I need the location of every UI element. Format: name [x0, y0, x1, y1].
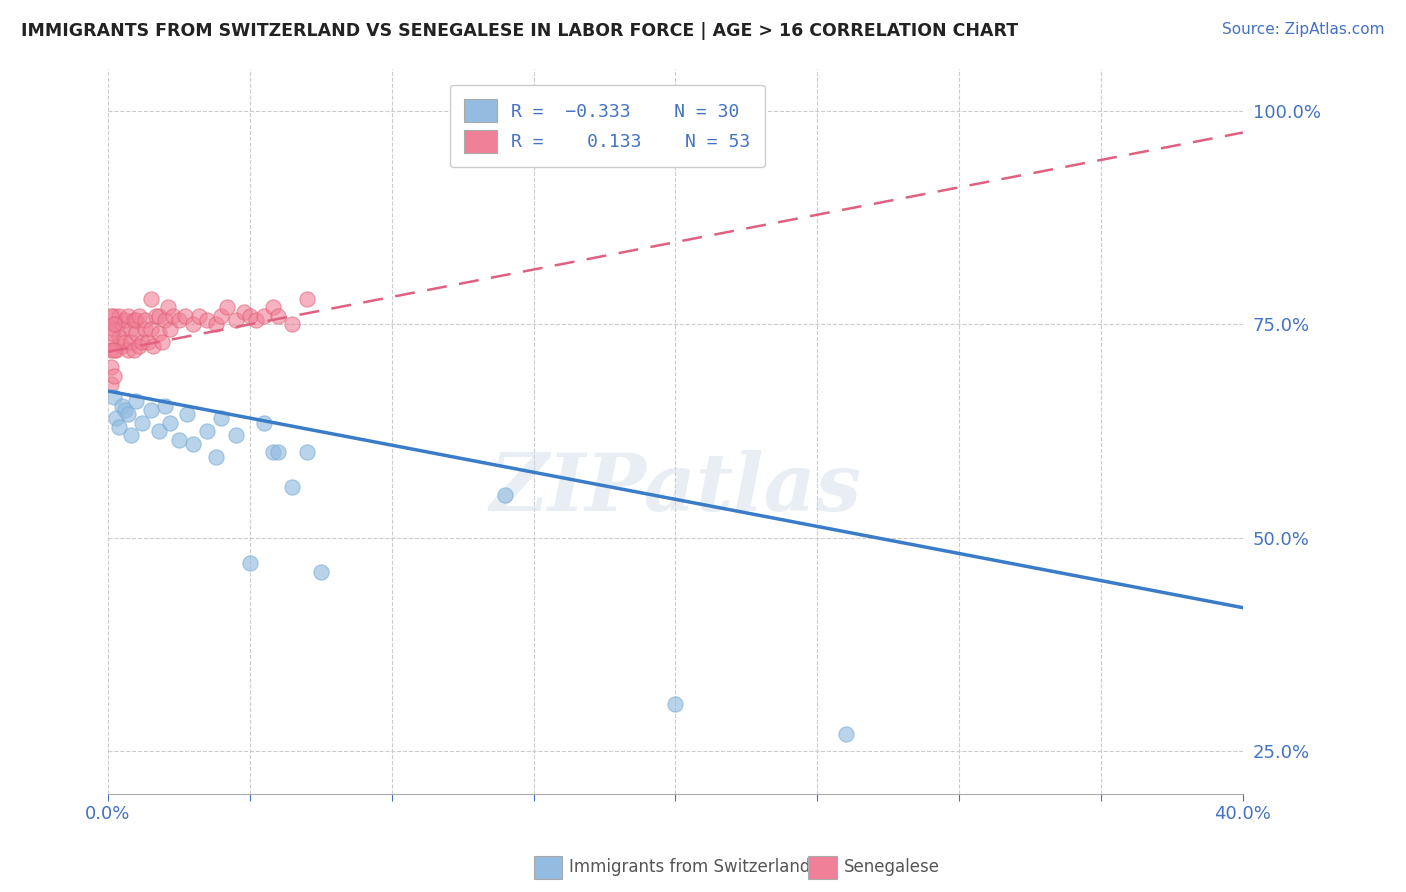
Point [103, 368, 125, 383]
FancyBboxPatch shape [808, 856, 837, 879]
Point [217, 301, 239, 315]
Text: Senegalese: Senegalese [844, 858, 939, 876]
Point [159, 322, 181, 336]
Point [233, 304, 256, 318]
Point [114, 313, 136, 327]
Point [128, 339, 150, 353]
Point [239, 309, 262, 323]
Point [108, 330, 131, 344]
Point [494, 488, 516, 502]
Point [148, 424, 170, 438]
Point [262, 445, 284, 459]
Point [262, 301, 284, 315]
Point [100, 326, 122, 340]
Point [267, 309, 290, 323]
Point [134, 322, 156, 336]
Point [120, 322, 142, 336]
Point [159, 416, 181, 430]
Point [134, 313, 156, 327]
Point [100, 360, 122, 375]
Point [148, 326, 170, 340]
Point [181, 437, 204, 451]
Point [139, 322, 162, 336]
Point [122, 343, 145, 357]
Point [139, 292, 162, 306]
Point [195, 424, 218, 438]
Point [125, 326, 148, 340]
Point [211, 411, 233, 425]
Point [225, 313, 247, 327]
Point [187, 309, 209, 323]
Point [181, 318, 204, 332]
Text: ZIPatlas: ZIPatlas [489, 450, 862, 528]
Point [131, 416, 153, 430]
Point [114, 402, 136, 417]
Point [117, 309, 139, 323]
Text: Source: ZipAtlas.com: Source: ZipAtlas.com [1222, 22, 1385, 37]
Point [120, 428, 142, 442]
Point [167, 313, 190, 327]
Point [239, 557, 262, 571]
Point [103, 309, 125, 323]
Point [117, 407, 139, 421]
Point [122, 313, 145, 327]
Point [145, 309, 167, 323]
Point [117, 343, 139, 357]
Point [835, 727, 858, 741]
Point [111, 339, 134, 353]
Point [128, 309, 150, 323]
Point [153, 399, 176, 413]
Point [281, 479, 304, 493]
Point [100, 309, 122, 323]
Point [295, 292, 318, 306]
Point [167, 433, 190, 447]
Point [148, 309, 170, 323]
Point [156, 301, 179, 315]
Point [204, 450, 226, 464]
Point [153, 313, 176, 327]
Point [111, 399, 134, 413]
Point [295, 445, 318, 459]
Point [309, 565, 332, 579]
Point [245, 313, 267, 327]
Point [108, 420, 131, 434]
Point [225, 428, 247, 442]
Point [103, 390, 125, 404]
Point [211, 309, 233, 323]
Point [142, 339, 165, 353]
Point [100, 343, 122, 357]
Point [253, 416, 276, 430]
Point [103, 322, 125, 336]
Point [111, 322, 134, 336]
Point [105, 411, 128, 425]
Point [120, 334, 142, 349]
Point [204, 318, 226, 332]
Point [131, 334, 153, 349]
Point [125, 313, 148, 327]
Point [100, 377, 122, 392]
Point [100, 334, 122, 349]
Point [105, 343, 128, 357]
Point [125, 394, 148, 409]
Point [105, 318, 128, 332]
Point [253, 309, 276, 323]
Point [281, 318, 304, 332]
Point [103, 318, 125, 332]
Point [195, 313, 218, 327]
FancyBboxPatch shape [534, 856, 562, 879]
Point [267, 445, 290, 459]
Point [114, 334, 136, 349]
Text: Immigrants from Switzerland: Immigrants from Switzerland [569, 858, 811, 876]
Point [103, 343, 125, 357]
Point [108, 309, 131, 323]
Point [664, 697, 686, 711]
Point [150, 334, 173, 349]
Point [173, 309, 195, 323]
Point [162, 309, 184, 323]
Text: IMMIGRANTS FROM SWITZERLAND VS SENEGALESE IN LABOR FORCE | AGE > 16 CORRELATION : IMMIGRANTS FROM SWITZERLAND VS SENEGALES… [21, 22, 1018, 40]
Point [176, 407, 198, 421]
Point [136, 334, 159, 349]
Point [139, 402, 162, 417]
Legend: R =  −0.333    N = 30, R =    0.133    N = 53: R = −0.333 N = 30, R = 0.133 N = 53 [450, 85, 765, 168]
